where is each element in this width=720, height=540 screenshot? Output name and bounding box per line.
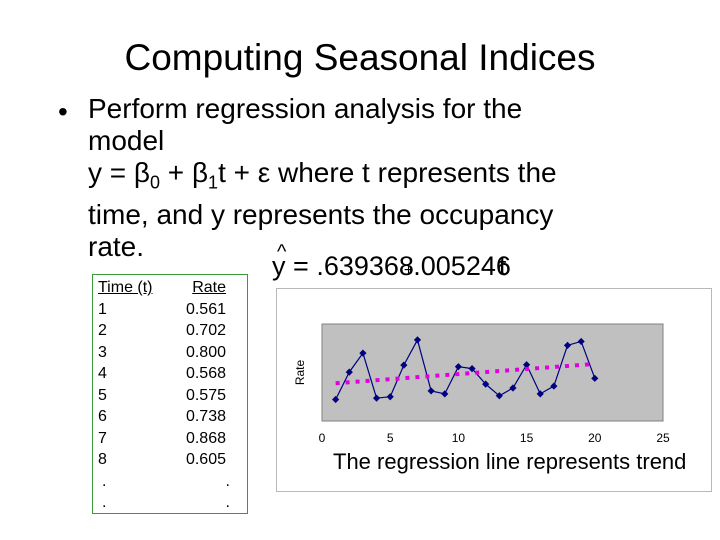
bullet-text: Perform regression analysis for the mode… [88,93,688,263]
table-row: 1 0.561 [98,299,260,321]
x-tick-label: 10 [452,431,466,445]
regression-equation: ^ y = .639368+.005246t [272,241,511,287]
table-row: 3 0.800 [98,342,260,364]
bullet-line-4: time, and y represents the occupancy [88,198,554,230]
table-header: Time (t) Rate [98,277,260,299]
y-hat: ^ y [272,241,286,282]
time-cell: 7 [98,429,107,447]
data-point [332,395,340,404]
header-time: Time (t) [98,279,153,296]
chart-caption: The regression line represents trend [333,449,687,474]
slide-title: Computing Seasonal Indices [124,37,596,78]
x-tick-label: 25 [656,431,670,445]
time-cell: 3 [98,343,107,361]
bullet-line-1: Perform regression analysis for the [88,93,523,124]
rate-cell: 0.575 [185,386,226,404]
equals-sign: = [293,251,309,281]
rate-cell: 0.561 [185,300,226,318]
x-tick-label: 5 [387,431,394,445]
table-row: 6 0.738 [98,406,260,428]
table-row: 7 0.868 [98,428,260,450]
time-cell: 2 [98,322,107,339]
trend-line [335,361,595,386]
rate-cell: . [225,494,230,511]
model-plus-beta1: + β [160,157,209,188]
model-rest: t + ε where t represents the [218,157,557,188]
intercept-value: .639368 [316,251,414,281]
subscript-0: 0 [150,172,161,193]
data-point [345,368,353,376]
table-ellipsis-row: .. [98,492,260,514]
slope-value: .005246 [413,251,511,281]
table-row: 8 0.605 [98,449,260,471]
data-point [372,394,381,402]
header-rate: Rate [192,279,226,296]
x-tick-label: 15 [520,431,534,445]
table-body: Time (t) Rate 1 0.561 2 0.702 3 0.800 4 0.568 5 0… [98,277,260,514]
time-cell: . [102,472,107,490]
time-variable: t [498,251,507,281]
rate-cell: 0.868 [185,429,226,447]
rate-cell: . [225,472,230,490]
data-point [591,374,599,382]
hat-symbol: ^ [277,241,287,263]
table-row: 2 0.702 [98,320,260,342]
model-y-beta0: y = β [88,157,151,188]
data-point [386,393,394,401]
x-tick-label: 0 [319,431,326,445]
y-symbol: y [272,251,286,281]
rate-cell: 0.800 [185,343,226,361]
data-point [482,380,490,388]
bullet-line-3: y = β0 + β1t + ε where t represents the [88,157,688,199]
rate-cell: 0.738 [185,408,226,425]
table-row: 5 0.575 [98,385,260,407]
time-cell: 8 [98,451,107,468]
rate-cell: 0.702 [185,322,226,339]
rate-cell: 0.605 [185,451,226,468]
plus-sign: + [403,262,414,279]
table-ellipsis-row: .. [98,471,260,493]
chart-panel: 0 5 10 15 20 25 Rate The regression line repre… [276,288,712,492]
data-point [550,382,558,390]
rate-chart: 0 5 10 15 20 25 Rate [293,323,670,445]
time-cell: . [102,494,107,511]
time-cell: 6 [98,408,107,425]
plot-area [321,323,664,422]
bullet-line-5: rate. [88,230,145,262]
data-point [563,341,572,349]
bullet-line-2: model [88,125,165,156]
subscript-1: 1 [208,172,219,193]
table-row: 4 0.568 [98,363,260,385]
time-cell: 4 [98,365,107,382]
data-point [468,365,476,373]
rate-cell: 0.568 [185,365,226,382]
x-tick-label: 20 [588,431,602,445]
bullet-marker: • [58,96,68,127]
data-point [577,337,585,346]
time-cell: 1 [98,300,107,318]
time-cell: 5 [98,386,107,404]
y-axis-label: Rate [293,360,307,386]
data-table: Time (t) Rate 1 0.561 2 0.702 3 0.800 4 0.568 5 0… [92,274,248,514]
